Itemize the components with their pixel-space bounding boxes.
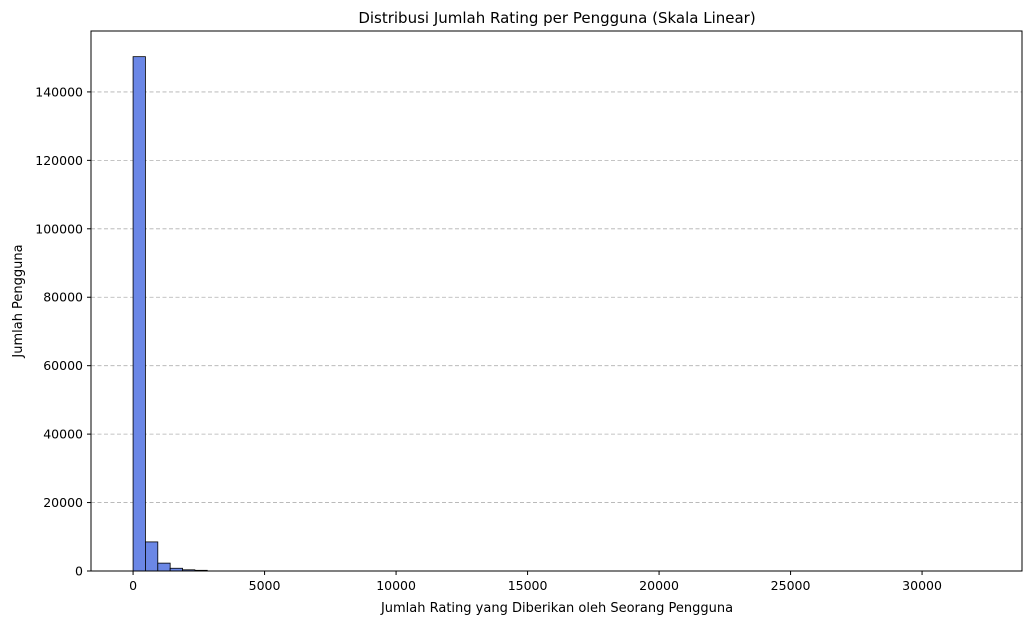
x-tick-label: 10000	[376, 578, 416, 593]
y-tick-label: 0	[75, 564, 83, 579]
y-tick-label: 20000	[43, 495, 83, 510]
histogram-bar	[132, 56, 146, 572]
histogram-bar	[145, 541, 159, 572]
grid-lines	[91, 91, 1022, 503]
x-tick-label: 20000	[639, 578, 679, 593]
histogram-bar	[157, 562, 171, 572]
x-tick-label: 5000	[249, 578, 281, 593]
y-tick-label: 120000	[35, 153, 83, 168]
y-tick-label: 60000	[43, 358, 83, 373]
y-tick-label: 80000	[43, 290, 83, 305]
x-tick-label: 25000	[771, 578, 811, 593]
bars	[132, 56, 208, 572]
y-tick-label: 40000	[43, 427, 83, 442]
y-axis-ticks: 0 20000 40000 60000 80000 100000 120000 140000	[35, 84, 91, 579]
plot-frame	[90, 30, 1023, 572]
x-tick-label: 15000	[508, 578, 548, 593]
x-axis-ticks: 0 5000 10000 15000 20000 25000 30000	[129, 571, 942, 593]
x-tick-label: 30000	[902, 578, 942, 593]
x-tick-label: 0	[129, 578, 137, 593]
chart-title: Distribusi Jumlah Rating per Pengguna (S…	[358, 9, 755, 27]
y-axis-label: Jumlah Pengguna	[11, 244, 26, 358]
y-tick-label: 140000	[35, 84, 83, 99]
y-tick-label: 100000	[35, 221, 83, 236]
x-axis-label: Jumlah Rating yang Diberikan oleh Seoran…	[380, 601, 733, 616]
